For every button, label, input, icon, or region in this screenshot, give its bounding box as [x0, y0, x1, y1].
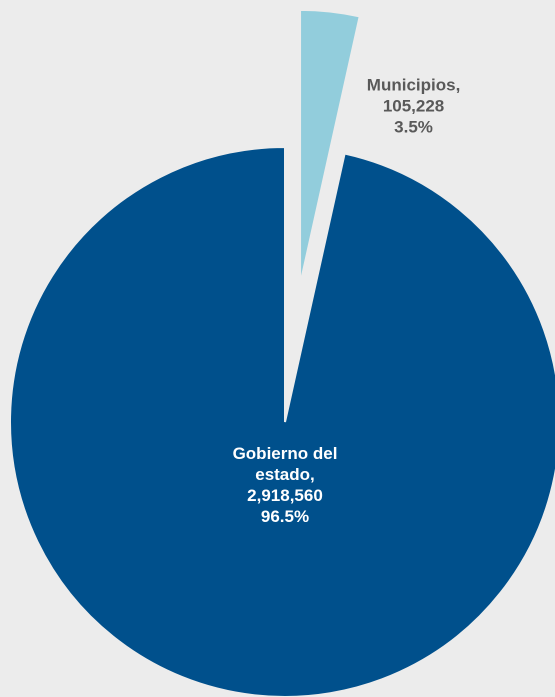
slice-name: Municipios,: [366, 75, 461, 95]
slice-name: Gobierno del estado,: [232, 444, 338, 484]
pie-slice: [9, 145, 555, 697]
data-label: Municipios, 105,228 3.5%: [354, 75, 474, 138]
slice-value: 105,228: [382, 96, 445, 116]
slice-value: 2,918,560: [247, 486, 323, 505]
pie-slice: [299, 8, 361, 286]
slice-percent: 3.5%: [394, 117, 433, 137]
data-label: Gobierno del estado, 2,918,560 96.5%: [205, 443, 365, 527]
slice-percent: 96.5%: [260, 507, 310, 526]
